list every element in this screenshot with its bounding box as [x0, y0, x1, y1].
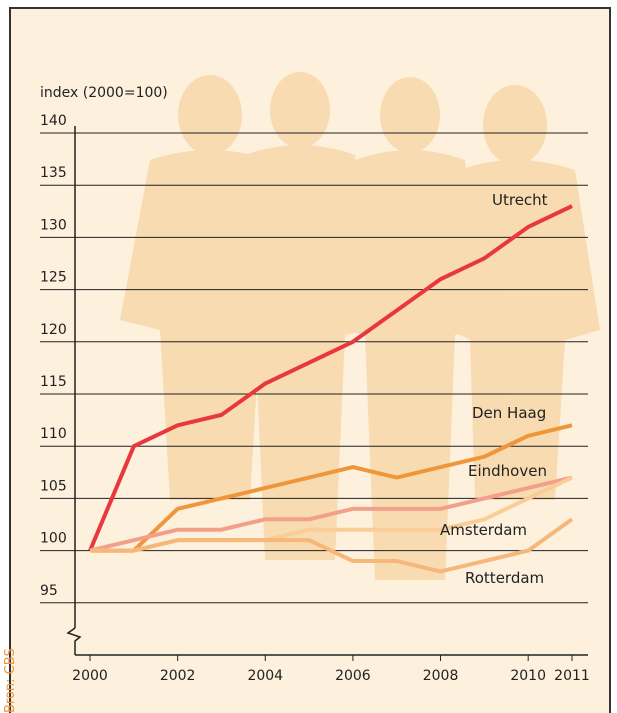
x-tick-label: 2008 — [423, 668, 459, 684]
x-tick-label: 2000 — [72, 668, 108, 684]
series-label: Eindhoven — [468, 462, 547, 480]
y-tick-label: 115 — [40, 374, 67, 390]
y-tick-label: 130 — [40, 217, 67, 233]
y-tick-label: 105 — [40, 478, 67, 494]
chart: index (2000=100) Bron: CBS 95 100 105 110 11… — [0, 0, 617, 713]
y-tick-label: 140 — [40, 113, 67, 129]
y-tick-label: 135 — [40, 165, 67, 181]
series-label: Rotterdam — [465, 569, 544, 587]
series-label: Den Haag — [472, 404, 546, 422]
y-tick-label: 120 — [40, 322, 67, 338]
series-label: Utrecht — [492, 191, 548, 209]
series-label: Amsterdam — [440, 521, 527, 539]
source: Bron: CBS — [3, 648, 18, 713]
x-tick-label: 2004 — [247, 668, 283, 684]
y-tick-label: 110 — [40, 426, 67, 442]
y-axis-label: index (2000=100) — [40, 85, 168, 101]
y-tick-label: 100 — [40, 531, 67, 547]
y-tick-label: 95 — [40, 583, 58, 599]
x-tick-label: 2011 — [554, 668, 590, 684]
x-tick-label: 2002 — [160, 668, 196, 684]
x-tick-label: 2006 — [335, 668, 371, 684]
y-tick-label: 125 — [40, 270, 67, 286]
x-tick-label: 2010 — [510, 668, 546, 684]
